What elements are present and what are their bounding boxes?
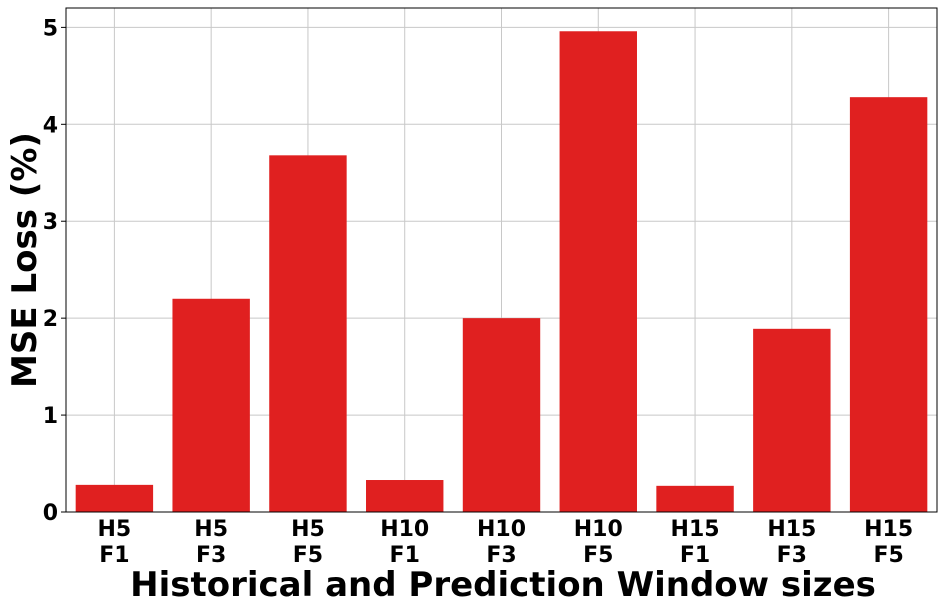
bar xyxy=(656,485,734,512)
bar xyxy=(172,298,250,512)
y-tick-label: 5 xyxy=(43,16,58,41)
x-tick-label: H15 F5 xyxy=(864,517,913,568)
bar xyxy=(559,31,637,513)
x-tick-label: H10 F3 xyxy=(477,517,526,568)
y-tick-label: 2 xyxy=(43,307,58,332)
bar xyxy=(849,97,928,513)
bar xyxy=(269,155,347,513)
x-tick-label: H10 F1 xyxy=(380,517,429,568)
bar xyxy=(366,480,444,512)
x-tick-label: H10 F5 xyxy=(574,517,623,568)
y-tick-label: 3 xyxy=(43,210,58,235)
y-tick-label: 0 xyxy=(43,501,58,526)
y-axis-label: MSE Loss (%) xyxy=(5,132,45,388)
x-tick-label: H5 F1 xyxy=(98,517,132,568)
y-tick-label: 4 xyxy=(43,113,58,138)
bar xyxy=(462,318,541,512)
x-tick-label: H15 F3 xyxy=(767,517,816,568)
x-tick-label: H5 F5 xyxy=(291,517,325,568)
x-axis-label: Historical and Prediction Window sizes xyxy=(130,565,876,605)
plot-frame xyxy=(65,7,938,513)
bar xyxy=(753,328,831,512)
x-tick-label: H15 F1 xyxy=(671,517,720,568)
x-tick-label: H5 F3 xyxy=(194,517,228,568)
y-tick-label: 1 xyxy=(43,404,58,429)
bar xyxy=(75,484,154,512)
